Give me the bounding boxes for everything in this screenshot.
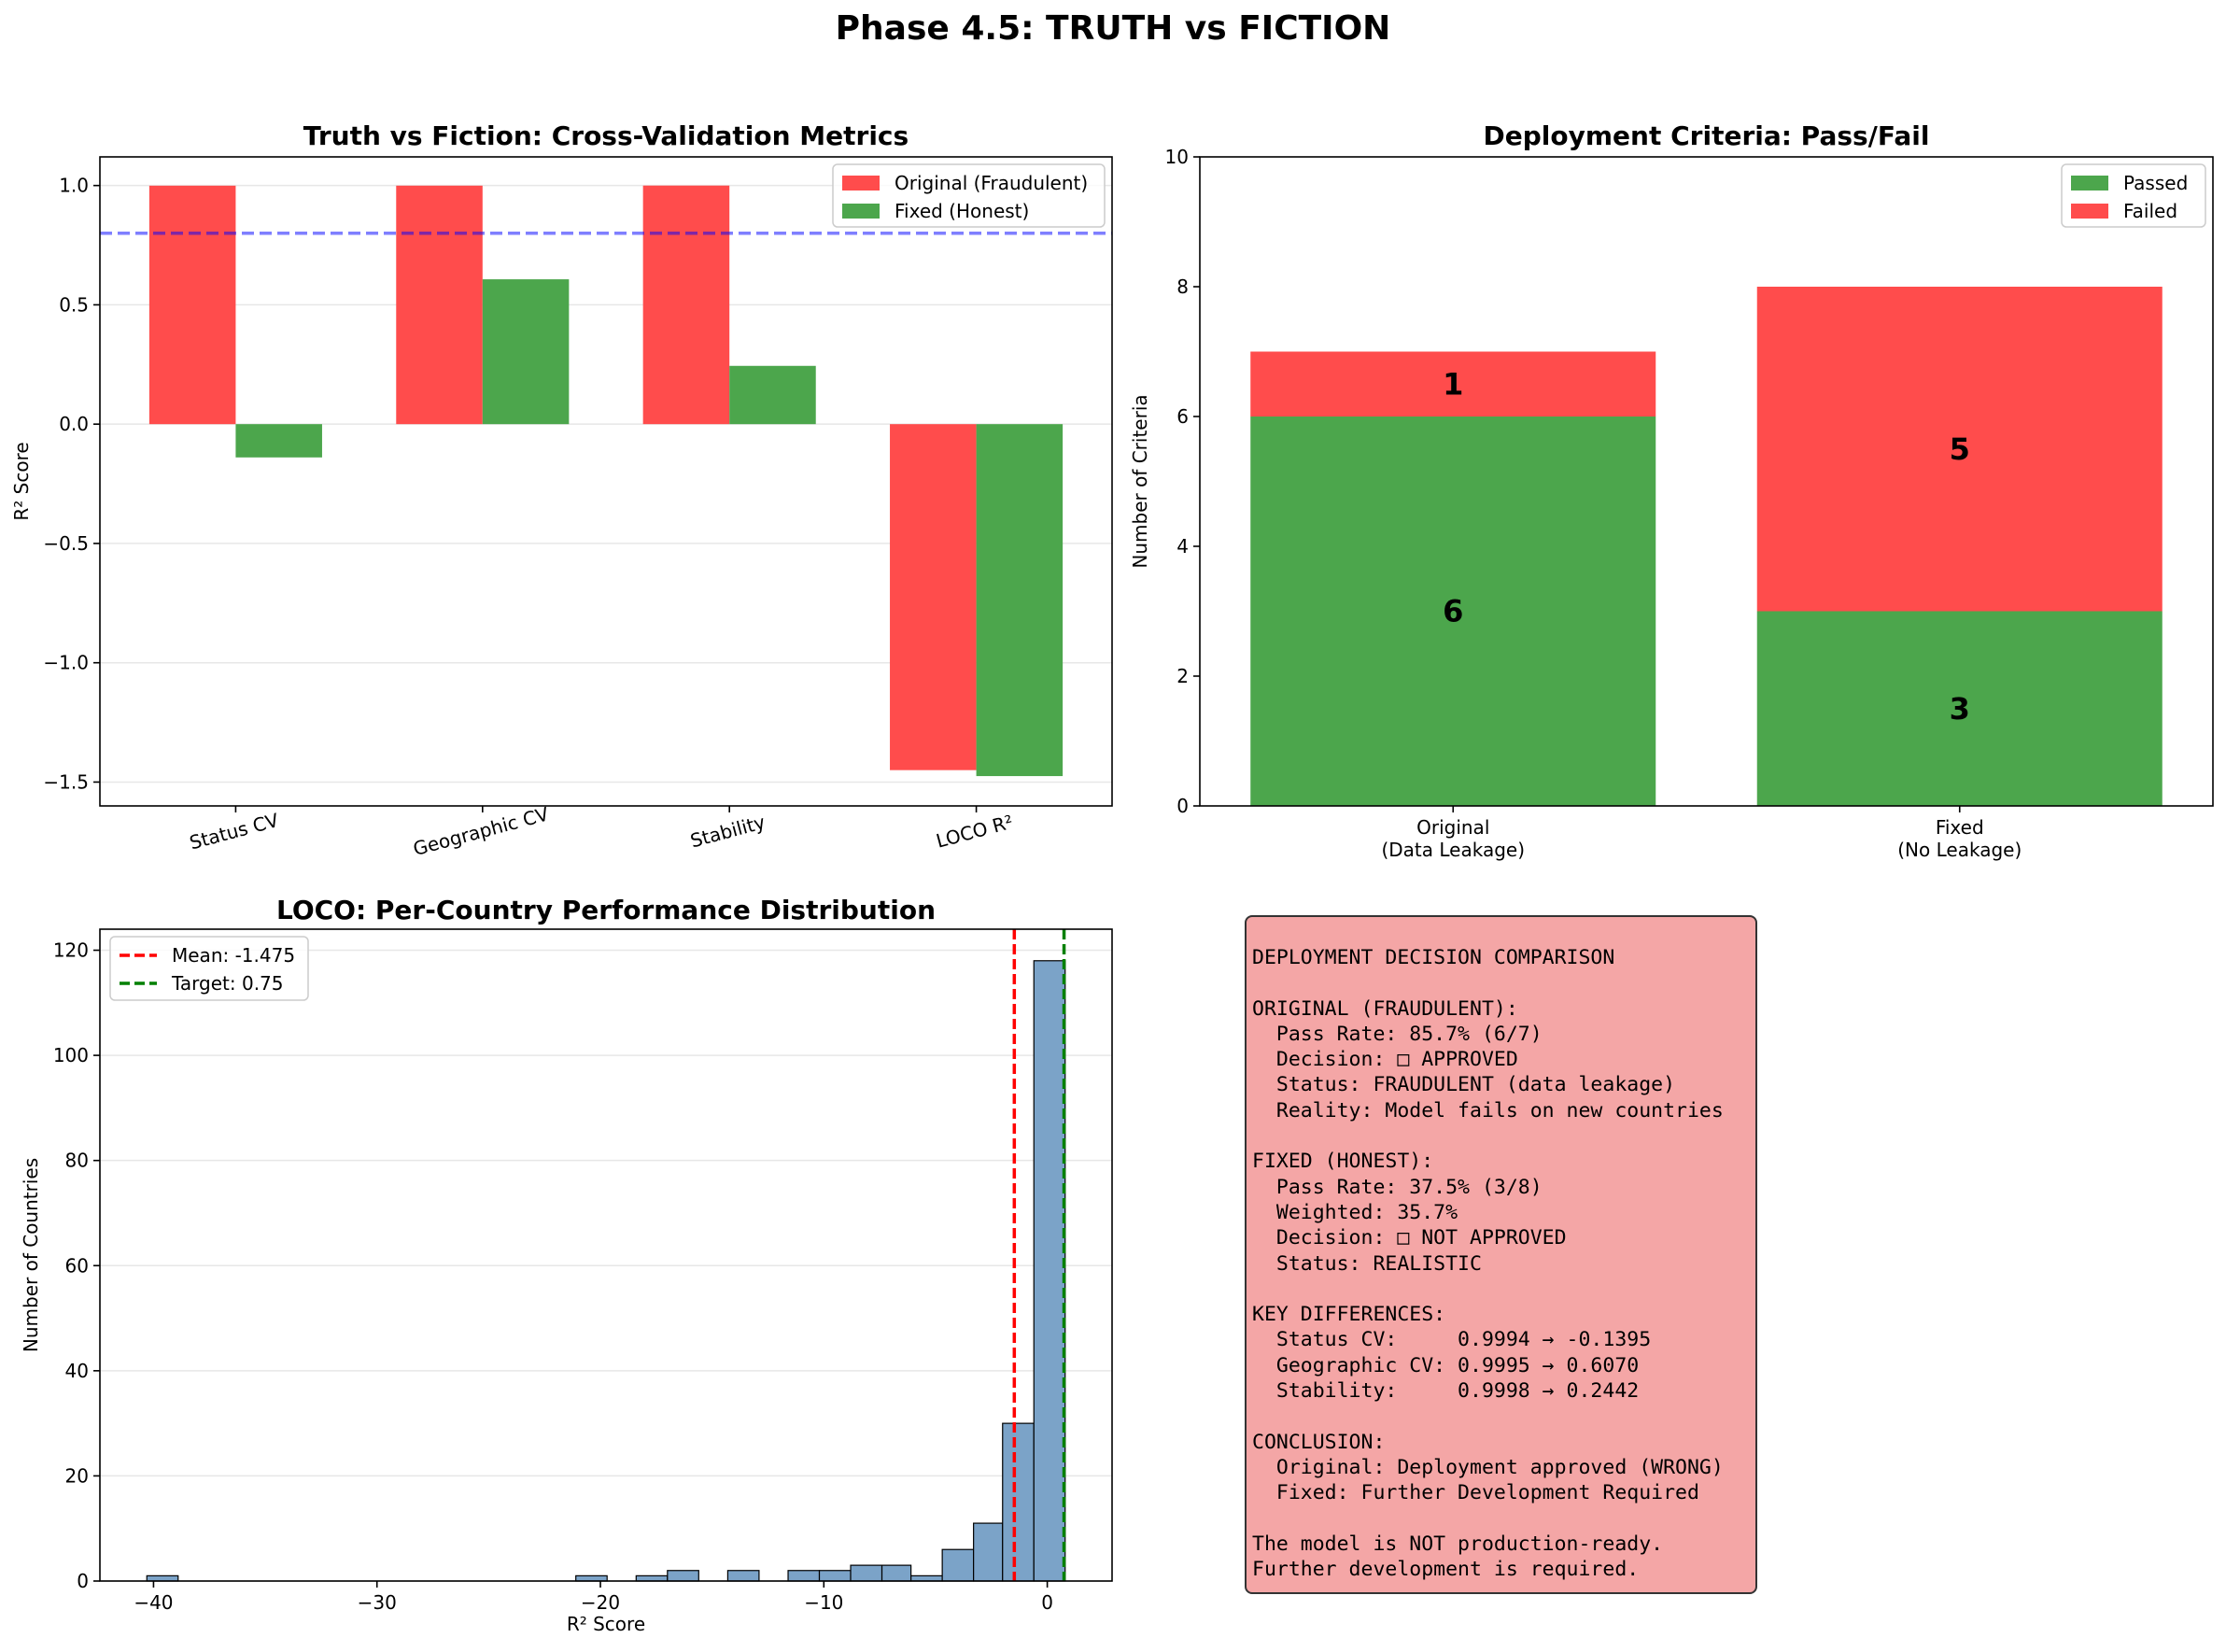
bar-failed [1756, 287, 2163, 612]
y-tick-label: 60 [65, 1254, 89, 1277]
histogram-bar [146, 1574, 179, 1582]
x-tick-label: −40 [134, 1591, 173, 1614]
histogram-bar [1033, 960, 1066, 1582]
legend-swatch [842, 204, 880, 219]
histogram-bar [575, 1574, 608, 1582]
chart-title: Deployment Criteria: Pass/Fail [1484, 120, 1930, 151]
deployment-summary-text: DEPLOYMENT DECISION COMPARISON ORIGINAL … [1252, 946, 1724, 1582]
x-tick-label: 0 [1041, 1591, 1053, 1614]
histogram-bar [787, 1570, 821, 1582]
bar-fixed [976, 424, 1064, 777]
chart-title: Truth vs Fiction: Cross-Validation Metri… [303, 120, 909, 151]
y-tick-label: 1.0 [59, 175, 89, 197]
bar-passed [1250, 417, 1656, 806]
y-tick-label: 120 [53, 939, 89, 962]
histogram-bar [818, 1570, 852, 1582]
figure-title: Phase 4.5: TRUTH vs FICTION [836, 9, 1391, 48]
histogram-bar [850, 1564, 883, 1582]
legend-box [832, 163, 1106, 228]
legend-label: Passed [2123, 172, 2188, 194]
x-axis-label: R² Score [567, 1613, 645, 1635]
bar-original [642, 185, 730, 425]
y-tick-label: 0 [1176, 795, 1189, 817]
x-tick-label: −20 [581, 1591, 620, 1614]
y-tick-label: 0.5 [59, 293, 89, 316]
legend-box [109, 936, 309, 1001]
histogram-bar [635, 1574, 669, 1582]
histogram-bar [910, 1574, 943, 1582]
y-tick-label: −1.0 [43, 652, 89, 674]
x-tick-label: (Data Leakage) [1381, 839, 1525, 861]
histogram-bar [881, 1564, 912, 1582]
y-axis-label: Number of Criteria [1129, 394, 1151, 568]
x-tick-label: Fixed [1936, 816, 1984, 839]
legend-label: Original (Fraudulent) [895, 172, 1088, 194]
data-label: 3 [1950, 691, 1970, 727]
legend-label: Failed [2123, 200, 2177, 222]
y-tick-label: 80 [65, 1150, 89, 1172]
plot-frame [1199, 156, 2214, 807]
y-axis-label: R² Score [10, 442, 33, 520]
legend-label: Target: 0.75 [171, 972, 284, 995]
plot-frame [99, 928, 1113, 1582]
bar-passed [1756, 611, 2163, 806]
bar-original [890, 424, 977, 770]
x-tick-label: Original [1416, 816, 1489, 839]
data-label: 1 [1443, 366, 1463, 402]
y-tick-label: 40 [65, 1360, 89, 1382]
bar-fixed [235, 424, 322, 458]
y-tick-label: −0.5 [43, 532, 89, 555]
histogram-bar [1002, 1422, 1035, 1582]
legend-label: Mean: -1.475 [172, 944, 295, 967]
y-tick-label: 20 [65, 1464, 89, 1487]
histogram-bar [941, 1548, 975, 1582]
histogram-bar [667, 1570, 699, 1582]
bar-fixed [482, 279, 570, 425]
y-tick-label: 8 [1176, 275, 1189, 298]
deployment-criteria-chart: 6 1 3 5 0 2 4 6 8 10 Original(Data Leakage) Fixed(N… [1129, 120, 2214, 861]
data-label: 5 [1950, 431, 1970, 467]
bar-fixed [729, 365, 816, 425]
y-axis-label: Number of Countries [20, 1158, 42, 1352]
legend-swatch [2071, 176, 2108, 191]
bar-failed [1250, 351, 1656, 417]
bar-original [396, 185, 483, 425]
y-tick-label: 6 [1176, 405, 1189, 428]
data-label: 6 [1443, 594, 1463, 629]
bar-original [148, 185, 236, 425]
y-tick-label: 100 [53, 1044, 89, 1066]
deployment-summary-box: DEPLOYMENT DECISION COMPARISON ORIGINAL … [1245, 915, 1757, 1594]
y-tick-label: 0 [77, 1570, 89, 1592]
legend-label: Fixed (Honest) [895, 200, 1029, 222]
legend-swatch [842, 176, 880, 191]
histogram-bar [726, 1570, 760, 1582]
x-tick-label: −30 [358, 1591, 397, 1614]
histogram-bar [973, 1522, 1004, 1582]
plot-frame [99, 156, 1113, 807]
y-tick-label: 10 [1165, 146, 1189, 168]
x-tick-label: −10 [804, 1591, 843, 1614]
legend-swatch [2071, 204, 2108, 219]
y-tick-label: 4 [1176, 535, 1189, 558]
chart-title: LOCO: Per-Country Performance Distributi… [276, 895, 936, 925]
y-tick-label: −1.5 [43, 770, 89, 793]
x-tick-label: (No Leakage) [1897, 839, 2022, 861]
loco-histogram-chart: 0 20 40 60 80 100 120 −40 −30 −20 −10 0 R² Score Numb… [20, 895, 1113, 1635]
y-tick-label: 0.0 [59, 413, 89, 435]
y-tick-label: 2 [1176, 665, 1189, 687]
